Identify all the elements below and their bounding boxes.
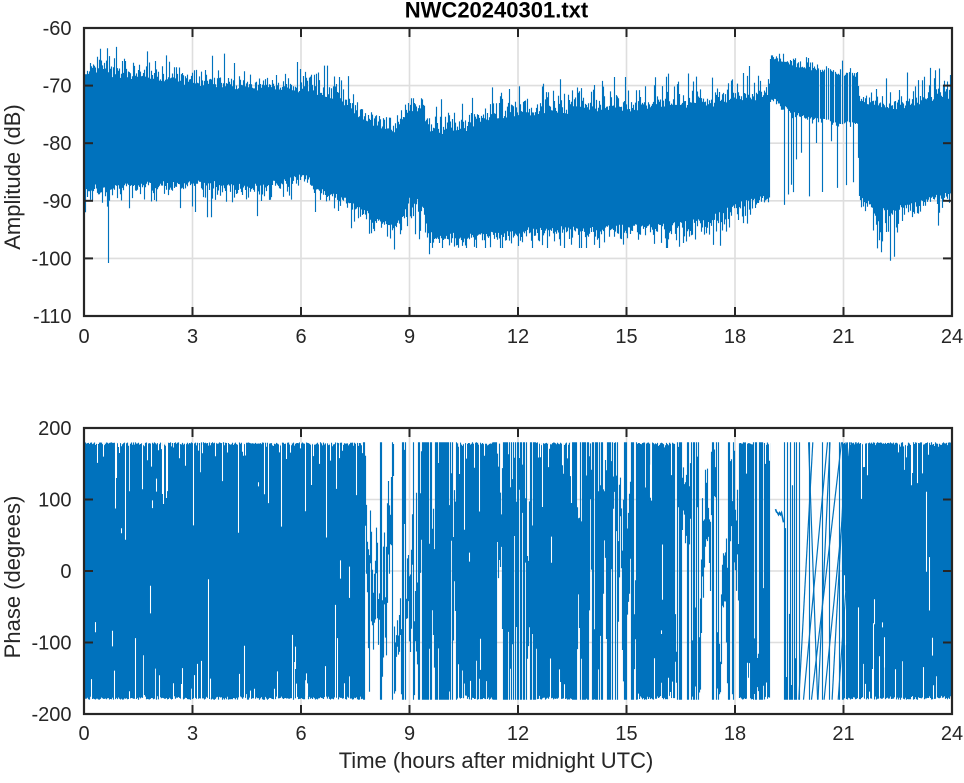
svg-text:-100: -100: [31, 633, 71, 655]
svg-text:6: 6: [295, 723, 306, 745]
svg-text:-110: -110: [33, 306, 72, 328]
svg-text:12: 12: [507, 326, 529, 348]
svg-text:15: 15: [615, 723, 637, 745]
svg-text:21: 21: [832, 326, 854, 348]
svg-text:100: 100: [38, 490, 71, 512]
svg-text:15: 15: [615, 326, 637, 348]
svg-text:-70: -70: [43, 76, 72, 98]
svg-text:6: 6: [295, 326, 306, 348]
svg-text:3: 3: [187, 723, 198, 745]
svg-text:-90: -90: [43, 191, 72, 213]
svg-text:Time (hours after midnight UTC: Time (hours after midnight UTC): [339, 748, 654, 773]
svg-text:24: 24: [941, 723, 963, 745]
svg-text:-200: -200: [31, 704, 71, 726]
svg-text:18: 18: [724, 723, 746, 745]
svg-text:0: 0: [78, 326, 89, 348]
svg-text:Phase (degrees): Phase (degrees): [0, 496, 25, 659]
svg-text:21: 21: [832, 723, 854, 745]
svg-text:-60: -60: [43, 18, 72, 40]
svg-text:-80: -80: [43, 133, 72, 155]
svg-text:0: 0: [78, 723, 89, 745]
svg-text:9: 9: [404, 326, 415, 348]
svg-text:0: 0: [60, 561, 71, 583]
svg-text:24: 24: [941, 326, 963, 348]
svg-text:18: 18: [724, 326, 746, 348]
svg-text:Amplitude (dB): Amplitude (dB): [0, 104, 25, 250]
svg-text:-100: -100: [31, 248, 71, 270]
svg-text:3: 3: [187, 326, 198, 348]
svg-text:12: 12: [507, 723, 529, 745]
svg-text:NWC20240301.txt: NWC20240301.txt: [405, 0, 589, 23]
svg-text:200: 200: [38, 418, 71, 440]
svg-text:9: 9: [404, 723, 415, 745]
